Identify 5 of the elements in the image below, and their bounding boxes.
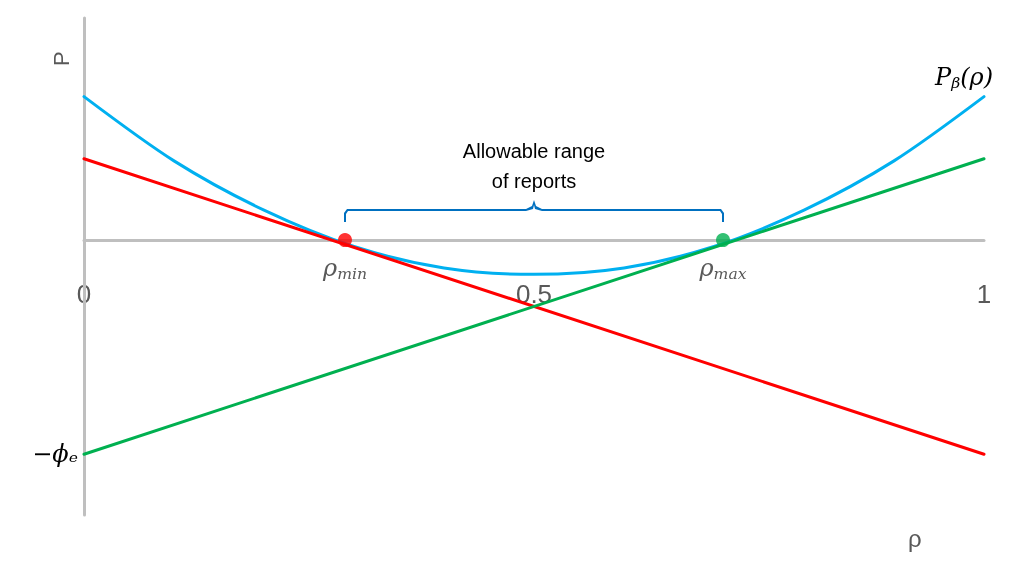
annotation: Allowable range of reports — [462, 140, 606, 193]
x-tick-label: 1 — [976, 279, 992, 310]
y-axis-title: P — [48, 51, 74, 66]
x-axis-title: ρ — [908, 524, 922, 552]
annotation: −ϕₑ — [32, 440, 78, 469]
